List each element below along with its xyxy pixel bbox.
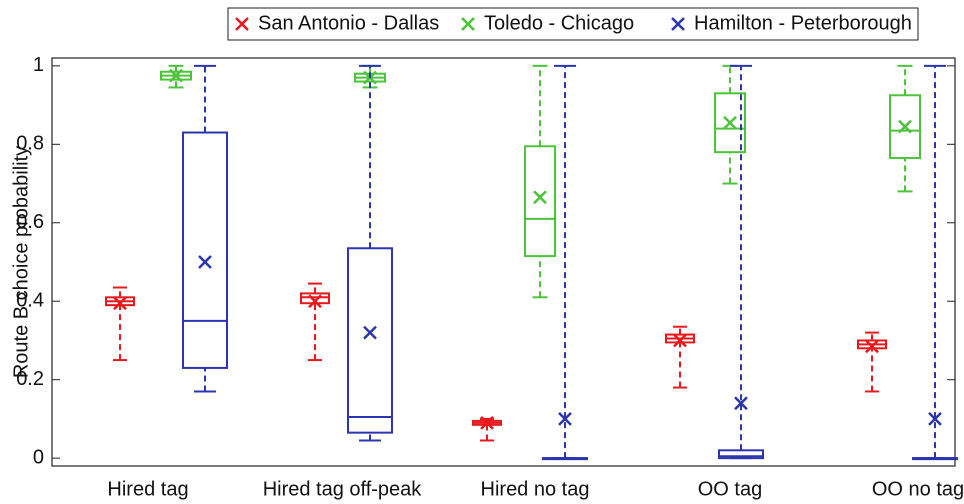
x-tick-label: OO no tag bbox=[872, 478, 964, 500]
box bbox=[182, 131, 228, 369]
x-tick-label: Hired no tag bbox=[481, 478, 590, 500]
box bbox=[889, 94, 921, 160]
box bbox=[718, 449, 764, 460]
legend-label: Toledo - Chicago bbox=[484, 12, 634, 34]
mean-marker bbox=[928, 412, 942, 426]
box bbox=[524, 145, 556, 258]
mean-marker bbox=[723, 115, 737, 130]
mean-marker bbox=[113, 296, 127, 311]
mean-marker bbox=[734, 396, 748, 411]
box bbox=[714, 92, 746, 154]
y-tick-label: 0 bbox=[33, 446, 44, 468]
mean-marker bbox=[673, 333, 687, 348]
y-tick-label: 0.6 bbox=[16, 211, 44, 233]
legend-label: Hamilton - Peterborough bbox=[694, 12, 912, 34]
legend-marker bbox=[461, 17, 475, 31]
legend-label: San Antonio - Dallas bbox=[258, 12, 439, 34]
x-tick-label: OO tag bbox=[698, 478, 762, 500]
x-tick-label: Hired tag off-peak bbox=[263, 478, 423, 500]
mean-marker bbox=[308, 294, 322, 309]
mean-marker bbox=[533, 190, 547, 205]
y-tick-label: 0.4 bbox=[16, 290, 44, 312]
legend-box bbox=[227, 7, 919, 41]
y-axis-label: Route B choice probability bbox=[10, 146, 32, 378]
legend-marker bbox=[671, 17, 685, 31]
x-tick-label: Hired tag bbox=[107, 478, 188, 500]
mean-marker bbox=[480, 415, 494, 430]
mean-marker bbox=[558, 412, 572, 426]
y-tick-label: 0.8 bbox=[16, 133, 44, 155]
mean-marker bbox=[898, 119, 912, 134]
y-tick-label: 0.2 bbox=[16, 368, 44, 390]
mean-marker bbox=[198, 255, 212, 269]
mean-marker bbox=[169, 68, 183, 83]
legend-marker bbox=[235, 17, 249, 31]
mean-marker bbox=[363, 325, 377, 340]
y-tick-label: 1 bbox=[33, 54, 44, 76]
box bbox=[347, 247, 393, 434]
mean-marker bbox=[865, 339, 879, 354]
plot-frame bbox=[51, 57, 956, 467]
